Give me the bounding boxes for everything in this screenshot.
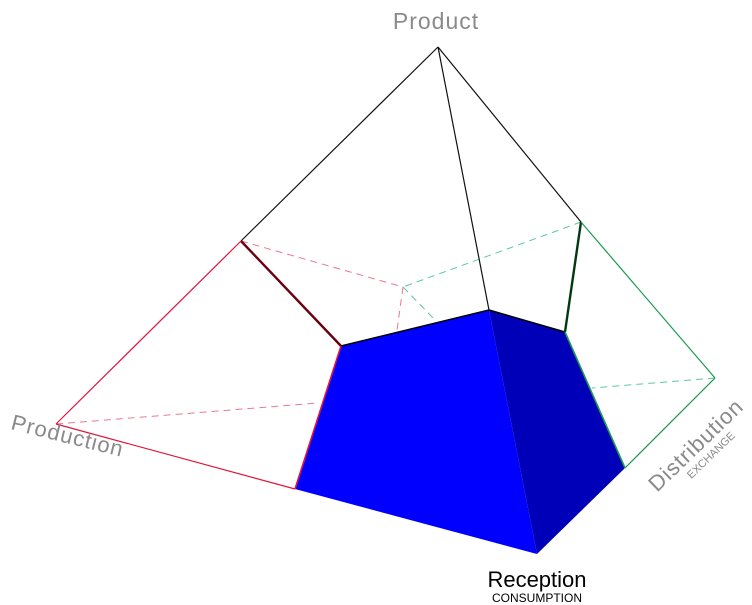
edge-apex-center (437, 46, 490, 311)
reception-top-edge-front (340, 309, 490, 347)
edge-distribution-front (564, 331, 626, 469)
edge-left-inner (240, 240, 342, 347)
hidden-edge-production-apex (240, 240, 404, 288)
reception-face-front (295, 310, 537, 554)
label-reception-sub: CONSUMPTION (492, 591, 582, 605)
hidden-edge-center-down (396, 286, 404, 331)
label-reception: Reception (487, 567, 586, 592)
hidden-edge-distribution-base (591, 377, 716, 389)
hidden-edge-production-base (55, 402, 319, 425)
edge-apex-right (437, 46, 582, 223)
label-distribution: Distribution (643, 394, 748, 497)
edge-production-base (55, 423, 296, 490)
edge-right-inner (563, 221, 583, 333)
edge-production-front (294, 345, 342, 490)
edge-production-upper (55, 240, 242, 425)
edge-distribution-base (624, 377, 716, 469)
reception-top-edge-side (488, 309, 566, 333)
label-production: Production (9, 410, 127, 462)
hidden-edge-distribution-apex (402, 221, 582, 288)
label-product: Product (393, 8, 479, 34)
edge-distribution-upper (580, 221, 716, 379)
label-distribution-group: Distribution EXCHANGE (643, 394, 748, 497)
edge-apex-left (240, 46, 439, 242)
hidden-edges (55, 221, 716, 425)
reception-face-side (489, 310, 625, 554)
visible-edges (55, 46, 716, 490)
hidden-edge-center-right (402, 286, 436, 321)
reception-volume (295, 309, 625, 554)
